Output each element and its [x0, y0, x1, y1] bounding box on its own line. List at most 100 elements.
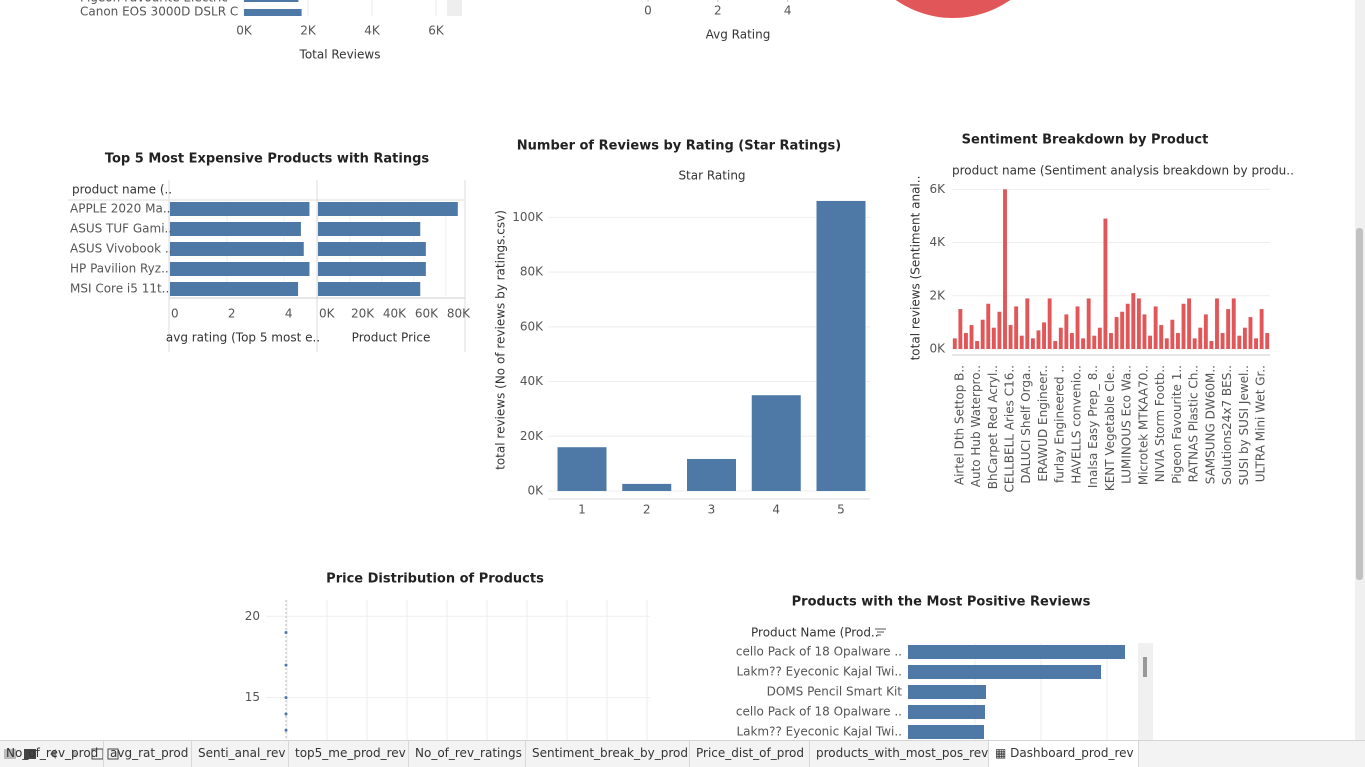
- bar: [622, 483, 672, 491]
- x-tick-label: ULTRA Mini Wet Gr..: [1254, 365, 1268, 482]
- y-tick-label: 60K: [520, 319, 544, 333]
- bar: [908, 685, 986, 699]
- row-label: cello Pack of 18 Opalware ..: [736, 645, 902, 659]
- y-tick-label: 0K: [929, 342, 946, 356]
- sheet-tab[interactable]: Sentiment_break_by_prod: [526, 741, 690, 767]
- bar: [244, 9, 302, 16]
- bar: [969, 325, 974, 349]
- x-tick-label: 4: [772, 503, 780, 517]
- bar: [1047, 298, 1052, 349]
- tab-label: Dashboard_prod_rev: [1010, 746, 1134, 760]
- bar: [1209, 341, 1214, 349]
- sheet-tab[interactable]: No_of_rev_prod: [0, 741, 104, 767]
- x-tick-label: 1: [578, 503, 586, 517]
- x-axis-title: Total Reviews: [299, 48, 381, 62]
- bar: [963, 333, 968, 349]
- bar: [318, 202, 458, 216]
- tab-bar: No_of_rev_prod avg_rat_prod Senti_anal_rev…: [0, 740, 1365, 767]
- bar: [318, 222, 421, 236]
- bar: [557, 447, 607, 491]
- sheet-tab[interactable]: avg_rat_prod: [104, 741, 192, 767]
- x-tick-label: LUMINOUS Eco Wa..: [1120, 365, 1134, 484]
- x-tick-label: Solutions24x7 BES..: [1220, 365, 1234, 485]
- bar: [1181, 303, 1186, 349]
- bar: [908, 705, 985, 719]
- scroll-thumb[interactable]: [1356, 228, 1363, 580]
- scrollbar[interactable]: [1138, 643, 1153, 740]
- point: [284, 728, 288, 732]
- x-tick-label: 3: [708, 503, 716, 517]
- bar: [1069, 333, 1074, 349]
- bar: [1242, 327, 1247, 349]
- x-tick-label: BhCarpet Red Acryl..: [986, 365, 1000, 489]
- row-label: DOMS Pencil Smart Kit: [767, 685, 903, 699]
- sheet-tab[interactable]: products_with_most_pos_rev: [810, 741, 989, 767]
- bar: [908, 665, 1101, 679]
- bar: [1148, 335, 1153, 349]
- bar: [1131, 293, 1136, 349]
- bar: [1030, 338, 1035, 349]
- x-axis-title: Avg Rating: [706, 28, 771, 42]
- bar: [244, 0, 299, 2]
- x-tick-label: Inalsa Easy Prep_ 8..: [1086, 365, 1100, 488]
- x-axis-title: avg rating (Top 5 most e..: [166, 331, 320, 345]
- x-tick-label: 20K: [351, 307, 375, 321]
- x-tick-label: 0K: [236, 24, 253, 38]
- x-tick-label: furlay Engineered ..: [1053, 365, 1067, 483]
- x-tick-label: 60K: [415, 307, 439, 321]
- scrollbar[interactable]: [447, 0, 462, 16]
- row-label: ASUS Vivobook ..: [70, 242, 172, 256]
- bar: [1008, 325, 1013, 349]
- x-tick-label: 0: [644, 4, 652, 18]
- tab-label: No_of_rev_prod: [6, 746, 99, 760]
- bar: [1226, 309, 1231, 349]
- bar: [952, 338, 957, 349]
- chart-title: Price Distribution of Products: [326, 572, 544, 587]
- sheet-tab[interactable]: ▦ Dashboard_prod_rev: [989, 741, 1139, 767]
- bar: [1109, 333, 1113, 349]
- y-tick-label: 100K: [512, 210, 544, 224]
- sheet-tab[interactable]: No_of_rev_ratings: [409, 741, 526, 767]
- bar: [908, 725, 984, 739]
- bar: [1259, 309, 1264, 349]
- bar: [751, 395, 801, 491]
- bar: [980, 319, 985, 349]
- bar: [170, 282, 299, 296]
- bar: [1019, 335, 1024, 349]
- chart-title: Sentiment Breakdown by Product: [962, 133, 1209, 148]
- x-tick-label: 0K: [319, 307, 336, 321]
- bar: [1081, 338, 1086, 349]
- bar: [1097, 327, 1102, 349]
- bar: [997, 311, 1002, 349]
- bar: [1192, 338, 1197, 349]
- bar: [975, 341, 980, 349]
- bar: [1203, 314, 1208, 349]
- x-tick-label: 0: [171, 307, 179, 321]
- bar: [1237, 335, 1242, 349]
- x-tick-label: 4K: [364, 24, 381, 38]
- bar: [1053, 341, 1058, 349]
- point: [284, 663, 288, 667]
- tab-label: top5_me_prod_rev: [295, 746, 406, 760]
- bar: [1003, 189, 1007, 349]
- bar: [1086, 298, 1091, 349]
- y-tick-label: 40K: [520, 374, 544, 388]
- tab-label: Price_dist_of_prod: [696, 746, 804, 760]
- tab-label: avg_rat_prod: [110, 746, 189, 760]
- pie-slice: [895, 0, 1011, 18]
- sheet-tab[interactable]: Price_dist_of_prod: [690, 741, 810, 767]
- bar: [1042, 322, 1047, 349]
- bar: [1075, 306, 1080, 349]
- row-label: Lakm?? Eyeconic Kajal Twi..: [736, 725, 902, 739]
- x-tick-label: SAMSUNG DW60M..: [1203, 365, 1217, 484]
- x-tick-label: CELLBELL Aries C16..: [1003, 365, 1017, 493]
- point: [284, 696, 288, 700]
- sheet-tab[interactable]: Senti_anal_rev: [192, 741, 289, 767]
- row-label: Lakm?? Eyeconic Kajal Twi..: [736, 665, 902, 679]
- sort-icon[interactable]: [875, 628, 886, 636]
- bar: [1025, 298, 1030, 349]
- scroll-thumb[interactable]: [1143, 657, 1147, 677]
- dashboard-icon: ▦: [995, 746, 1011, 760]
- sheet-tab[interactable]: top5_me_prod_rev: [289, 741, 409, 767]
- bar: [170, 202, 310, 216]
